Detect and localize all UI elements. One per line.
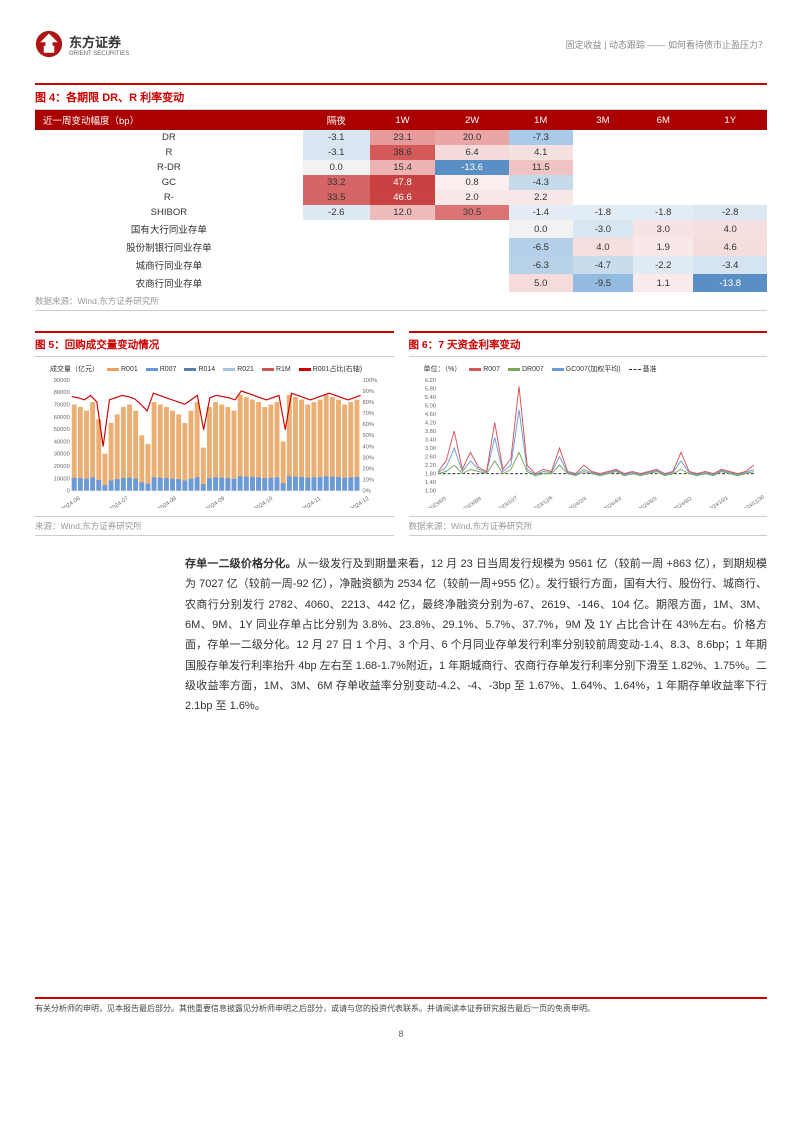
svg-text:1.80: 1.80 bbox=[424, 472, 435, 478]
page-header: 东方证券 ORIENT SECURITIES 固定收益 | 动态跟踪 —— 如何… bbox=[35, 30, 767, 58]
svg-text:40000: 40000 bbox=[54, 439, 70, 445]
svg-text:20%: 20% bbox=[363, 466, 375, 472]
svg-text:2024-12: 2024-12 bbox=[350, 496, 371, 508]
svg-text:2024-07: 2024-07 bbox=[109, 496, 130, 508]
chart-6: 图 6：7 天资金利率变动 单位：（%）R007DR007GC007(加权平均)… bbox=[409, 331, 768, 536]
svg-text:3.80: 3.80 bbox=[424, 429, 435, 435]
body-lead: 存单一二级价格分化。 bbox=[185, 558, 297, 570]
svg-text:50%: 50% bbox=[363, 433, 375, 439]
chart-5-legend: 成交量（亿元）R001R007R014R021R1MR001占比(右轴) bbox=[35, 362, 394, 378]
svg-text:10000: 10000 bbox=[54, 476, 70, 482]
table-4: 图 4：各期限 DR、R 利率变动 近一周变动幅度（bp）隔夜1W2W1M3M6… bbox=[35, 83, 767, 311]
svg-text:20000: 20000 bbox=[54, 464, 70, 470]
body-paragraph: 存单一二级价格分化。从一级发行及到期量来看，12 月 23 日当周发行规模为 9… bbox=[185, 554, 767, 717]
logo-icon bbox=[35, 30, 63, 58]
svg-text:2024/11/30: 2024/11/30 bbox=[740, 494, 765, 508]
svg-text:5.40: 5.40 bbox=[424, 395, 435, 401]
logo-en: ORIENT SECURITIES bbox=[69, 51, 129, 57]
svg-text:70%: 70% bbox=[363, 411, 375, 417]
logo: 东方证券 ORIENT SECURITIES bbox=[35, 30, 129, 58]
svg-text:2023/12/6: 2023/12/6 bbox=[531, 495, 554, 508]
svg-text:70000: 70000 bbox=[54, 402, 70, 408]
svg-text:80000: 80000 bbox=[54, 390, 70, 396]
svg-text:6.20: 6.20 bbox=[424, 378, 435, 384]
svg-text:2024/8/2: 2024/8/2 bbox=[672, 496, 692, 508]
svg-text:80%: 80% bbox=[363, 400, 375, 406]
svg-text:3.40: 3.40 bbox=[424, 437, 435, 443]
breadcrumb: 固定收益 | 动态跟踪 —— 如何看待债市止盈压力？ bbox=[566, 38, 767, 51]
svg-text:2024/4/4: 2024/4/4 bbox=[602, 496, 622, 508]
chart-5-source: 来源：Wind,东方证券研究所 bbox=[35, 517, 394, 536]
svg-text:4.20: 4.20 bbox=[424, 420, 435, 426]
svg-text:30%: 30% bbox=[363, 455, 375, 461]
svg-text:0%: 0% bbox=[363, 489, 371, 495]
chart-5: 图 5：回购成交量变动情况 成交量（亿元）R001R007R014R021R1M… bbox=[35, 331, 394, 536]
svg-text:2024-11: 2024-11 bbox=[302, 496, 322, 508]
svg-text:2024/6/3: 2024/6/3 bbox=[637, 496, 657, 508]
svg-text:5.00: 5.00 bbox=[424, 403, 435, 409]
svg-text:2024-08: 2024-08 bbox=[157, 496, 178, 508]
svg-text:2024-09: 2024-09 bbox=[205, 496, 226, 508]
svg-text:2024/10/1: 2024/10/1 bbox=[706, 495, 729, 508]
svg-text:30000: 30000 bbox=[54, 452, 70, 458]
logo-cn: 东方证券 bbox=[69, 32, 129, 51]
svg-text:50000: 50000 bbox=[54, 427, 70, 433]
svg-text:90000: 90000 bbox=[54, 378, 70, 384]
footer: 有关分析师的申明，见本报告最后部分。其他重要信息披露见分析师申明之后部分，或请与… bbox=[35, 997, 767, 1039]
chart-5-svg: 0 10000 20000 30000 40000 50000 60000 70000 8000… bbox=[35, 378, 394, 508]
svg-text:2023/10/7: 2023/10/7 bbox=[496, 495, 519, 508]
svg-text:100%: 100% bbox=[363, 378, 378, 384]
svg-text:60000: 60000 bbox=[54, 415, 70, 421]
svg-text:2.60: 2.60 bbox=[424, 455, 435, 461]
chart-5-title: 图 5：回购成交量变动情况 bbox=[35, 331, 394, 357]
svg-text:3.00: 3.00 bbox=[424, 446, 435, 452]
svg-text:2024-06: 2024-06 bbox=[61, 496, 82, 508]
chart-6-source: 数据来源：Wind,东方证券研究所 bbox=[409, 517, 768, 536]
svg-text:0: 0 bbox=[67, 489, 70, 495]
svg-text:90%: 90% bbox=[363, 389, 375, 395]
chart-6-svg: 1.00 1.40 1.80 2.20 2.60 3.00 3.40 3.80 4.20 4.60… bbox=[409, 378, 768, 508]
svg-text:40%: 40% bbox=[363, 444, 375, 450]
body-text: 从一级发行及到期量来看，12 月 23 日当周发行规模为 9561 亿（较前一周… bbox=[185, 558, 767, 712]
rates-table: 近一周变动幅度（bp）隔夜1W2W1M3M6M1Y DR-3.123.120.0… bbox=[35, 110, 767, 292]
footer-text: 有关分析师的申明，见本报告最后部分。其他重要信息披露见分析师申明之后部分，或请与… bbox=[35, 1004, 595, 1013]
svg-text:2023/6/9: 2023/6/9 bbox=[427, 496, 447, 508]
svg-text:4.60: 4.60 bbox=[424, 412, 435, 418]
page-number: 8 bbox=[35, 1029, 767, 1039]
svg-text:5.80: 5.80 bbox=[424, 386, 435, 392]
svg-text:1.40: 1.40 bbox=[424, 480, 435, 486]
svg-text:1.00: 1.00 bbox=[424, 489, 435, 495]
svg-text:2024-10: 2024-10 bbox=[253, 496, 274, 508]
table-4-title: 图 4：各期限 DR、R 利率变动 bbox=[35, 83, 767, 110]
chart-6-title: 图 6：7 天资金利率变动 bbox=[409, 331, 768, 357]
chart-6-legend: 单位：（%）R007DR007GC007(加权平均)基准 bbox=[409, 362, 768, 378]
svg-text:2.20: 2.20 bbox=[424, 463, 435, 469]
svg-text:60%: 60% bbox=[363, 422, 375, 428]
svg-text:10%: 10% bbox=[363, 478, 375, 484]
table-4-source: 数据来源：Wind,东方证券研究所 bbox=[35, 292, 767, 311]
svg-text:2023/8/8: 2023/8/8 bbox=[462, 496, 482, 508]
svg-text:2024/2/4: 2024/2/4 bbox=[567, 496, 587, 508]
